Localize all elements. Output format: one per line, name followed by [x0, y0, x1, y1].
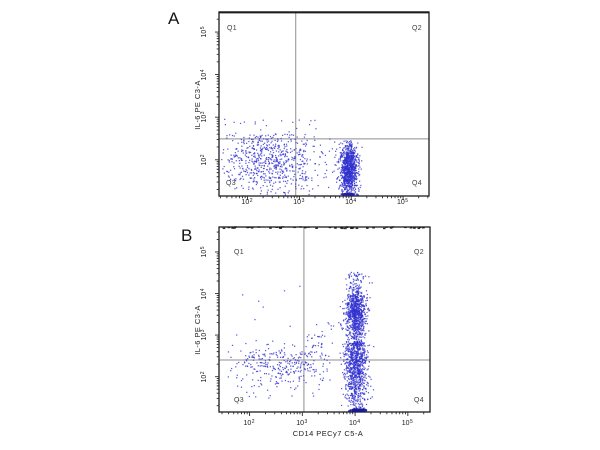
- panel-b-quadrant-q3-label: Q3: [234, 397, 244, 404]
- x-tick-label: 104: [345, 197, 357, 207]
- panel-a-quadrant-q3-label: Q3: [226, 180, 236, 187]
- x-tick-label: 105: [401, 418, 413, 428]
- panel-b-x-axis-label: CD14 PECy7 C5-A: [292, 429, 364, 438]
- panel-a-label: A: [168, 9, 180, 28]
- panel-a-quadrant-q1-label: Q1: [227, 25, 237, 32]
- panel-b-quadrant-q2-label: Q2: [414, 249, 424, 256]
- y-tick-label: 104: [199, 69, 209, 81]
- y-tick-label: 103: [199, 329, 209, 341]
- x-tick-label: 102: [243, 418, 255, 428]
- x-tick-label: 104: [349, 418, 361, 428]
- panel-b-quadrant-q1-label: Q1: [234, 249, 244, 256]
- x-tick-label: 105: [396, 197, 409, 207]
- x-tick-label: 103: [296, 418, 308, 428]
- y-tick-label: 102: [199, 154, 209, 166]
- x-tick-label: 102: [241, 197, 253, 207]
- panel-a-quadrant-q2-label: Q2: [412, 25, 422, 32]
- y-tick-label: 103: [199, 111, 209, 123]
- panel-b-quadrant-q4-label: Q4: [414, 397, 424, 404]
- panel-a-quadrant-q4-label: Q4: [412, 180, 422, 187]
- x-tick-label: 103: [293, 197, 305, 207]
- y-tick-label: 102: [199, 371, 209, 383]
- y-tick-label: 105: [199, 246, 209, 258]
- y-tick-label: 105: [199, 26, 209, 38]
- panel-b-label: B: [181, 226, 193, 245]
- y-tick-label: 104: [199, 287, 209, 300]
